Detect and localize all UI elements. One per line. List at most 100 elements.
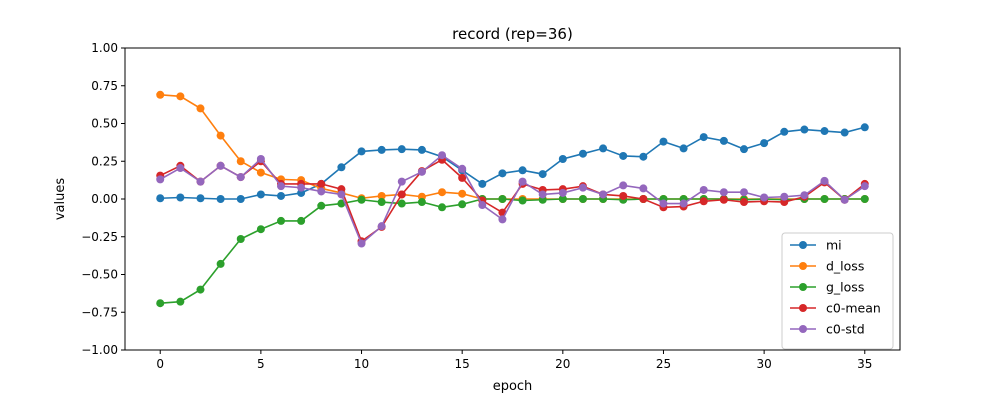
data-point-mi <box>659 137 668 146</box>
legend-swatch-marker <box>799 262 807 270</box>
data-point-mi <box>277 191 286 200</box>
data-point-d_loss <box>216 131 225 140</box>
data-point-mi <box>256 190 265 199</box>
data-point-c0-std <box>578 183 587 192</box>
data-point-g_loss <box>438 203 447 212</box>
data-point-d_loss <box>458 189 467 198</box>
data-point-mi <box>599 144 608 153</box>
series-mi <box>156 123 869 203</box>
data-point-d_loss <box>256 168 265 177</box>
data-point-mi <box>397 145 406 154</box>
legend-swatch-marker <box>799 304 807 312</box>
data-point-g_loss <box>297 216 306 225</box>
data-point-c0-std <box>820 176 829 185</box>
data-point-g_loss <box>196 285 205 294</box>
legend-label: c0-std <box>826 322 865 337</box>
data-point-mi <box>216 195 225 203</box>
series-g_loss <box>156 195 869 308</box>
data-point-c0-std <box>518 177 527 186</box>
data-point-c0-std <box>196 177 205 186</box>
data-point-d_loss <box>196 104 205 113</box>
data-point-g_loss <box>518 196 527 205</box>
plot-area <box>156 90 869 308</box>
data-point-g_loss <box>820 195 829 203</box>
data-point-g_loss <box>397 199 406 208</box>
legend-label: c0-mean <box>826 301 881 316</box>
data-point-mi <box>236 195 245 203</box>
series-line-g_loss <box>160 198 865 304</box>
x-tick-label: 10 <box>354 357 369 371</box>
data-point-g_loss <box>236 235 245 244</box>
data-point-mi <box>760 139 769 148</box>
data-point-mi <box>498 169 507 178</box>
series-line-d_loss <box>160 94 865 200</box>
data-point-c0-std <box>538 190 547 199</box>
data-point-c0-std <box>357 239 366 248</box>
data-point-mi <box>679 144 688 153</box>
legend-entry-d_loss: d_loss <box>790 259 864 274</box>
data-point-c0-std <box>498 215 507 224</box>
data-point-c0-std <box>780 192 789 201</box>
data-point-c0-mean <box>719 195 728 204</box>
data-point-mi <box>518 166 527 175</box>
legend-swatch-marker <box>799 241 807 249</box>
data-point-c0-std <box>699 185 708 194</box>
data-point-d_loss <box>176 92 185 101</box>
data-point-c0-std <box>478 201 487 210</box>
data-point-c0-std <box>176 164 185 173</box>
data-point-c0-mean <box>458 173 467 182</box>
data-point-c0-std <box>277 182 286 191</box>
data-point-g_loss <box>216 259 225 268</box>
data-point-mi <box>538 170 547 179</box>
legend-entry-c0-mean: c0-mean <box>790 301 881 316</box>
data-point-c0-std <box>377 222 386 231</box>
data-point-c0-std <box>438 151 447 160</box>
y-tick-label: 0.00 <box>91 192 118 206</box>
x-tick-label: 30 <box>756 357 771 371</box>
data-point-c0-std <box>739 188 748 197</box>
legend-entry-c0-std: c0-std <box>790 322 865 337</box>
data-point-c0-std <box>256 154 265 163</box>
y-tick-label: 0.50 <box>91 117 118 131</box>
data-point-mi <box>196 194 205 203</box>
data-point-c0-std <box>397 177 406 186</box>
data-point-g_loss <box>357 195 366 204</box>
legend-label: mi <box>826 238 842 253</box>
data-point-mi <box>578 149 587 158</box>
legend-entry-mi: mi <box>790 238 842 253</box>
data-point-g_loss <box>558 195 567 203</box>
data-point-mi <box>176 193 185 202</box>
data-point-g_loss <box>337 199 346 208</box>
data-point-mi <box>478 179 487 188</box>
data-point-g_loss <box>277 216 286 225</box>
data-point-mi <box>800 125 809 134</box>
axes-frame <box>124 47 901 351</box>
legend-label: d_loss <box>826 259 864 274</box>
data-point-mi <box>639 152 648 161</box>
x-tick-label: 25 <box>656 357 671 371</box>
data-point-c0-std <box>719 188 728 197</box>
data-point-g_loss <box>860 195 869 203</box>
data-point-c0-std <box>458 164 467 173</box>
data-point-g_loss <box>176 297 185 306</box>
data-point-c0-std <box>337 190 346 199</box>
x-axis-label: epoch <box>493 379 533 394</box>
data-point-c0-std <box>156 175 165 184</box>
data-point-mi <box>719 136 728 145</box>
legend-swatch-marker <box>799 325 807 333</box>
data-point-mi <box>558 154 567 163</box>
data-point-mi <box>860 123 869 132</box>
y-axis-label: values <box>53 178 68 221</box>
x-tick-label: 0 <box>156 357 164 371</box>
y-tick-label: 0.25 <box>91 154 118 168</box>
data-point-c0-std <box>216 161 225 170</box>
data-point-mi <box>357 147 366 156</box>
data-point-g_loss <box>256 225 265 234</box>
x-tick-label: 20 <box>555 357 570 371</box>
data-point-d_loss <box>438 188 447 197</box>
data-point-c0-std <box>558 188 567 197</box>
data-point-g_loss <box>458 200 467 209</box>
data-point-c0-mean <box>699 197 708 206</box>
data-point-c0-std <box>599 190 608 199</box>
y-tick-label: −1.00 <box>81 343 118 357</box>
